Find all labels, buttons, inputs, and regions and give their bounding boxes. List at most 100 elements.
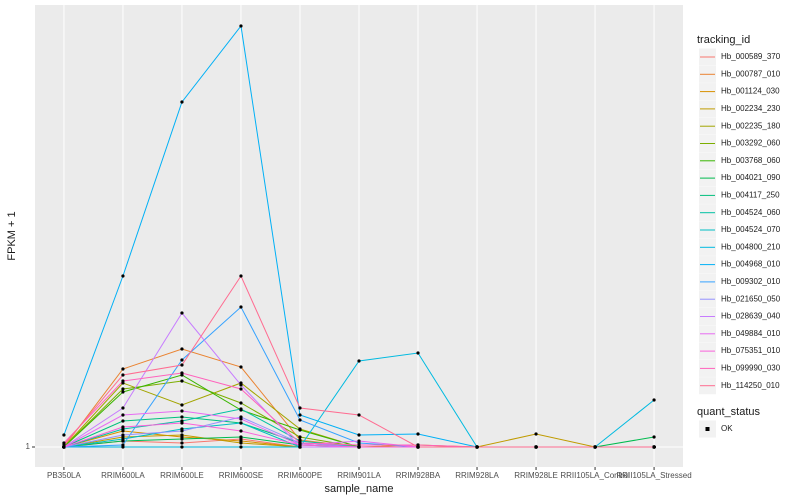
data-point (357, 439, 361, 443)
data-point (121, 406, 125, 410)
x-tick-label: RRIM600SE (219, 471, 263, 480)
y-axis-title: FPKM + 1 (6, 211, 18, 260)
legend-label: Hb_099990_030 (721, 364, 781, 373)
data-point (652, 398, 656, 402)
data-point (121, 379, 125, 383)
data-point (239, 305, 243, 309)
x-tick-label: PB350LA (47, 471, 81, 480)
data-point (180, 445, 184, 449)
legend-label: Hb_021650_050 (721, 294, 781, 303)
legend-label: OK (721, 424, 733, 433)
data-point (298, 435, 302, 439)
legend-label: Hb_003292_060 (721, 139, 781, 148)
data-point (121, 387, 125, 391)
data-point (298, 413, 302, 417)
data-point (298, 428, 302, 432)
data-point (121, 413, 125, 417)
legend-label: Hb_004800_210 (721, 242, 781, 251)
data-point (239, 387, 243, 391)
data-point (121, 274, 125, 278)
x-tick-label: RRII105LA_Control (560, 471, 630, 480)
x-tick-label: RRIM600LE (160, 471, 204, 480)
data-point (180, 363, 184, 367)
data-point (298, 418, 302, 422)
data-point (239, 445, 243, 449)
data-point (416, 351, 420, 355)
data-point (534, 432, 538, 436)
data-point (239, 417, 243, 421)
data-point (239, 365, 243, 369)
data-point (534, 445, 538, 449)
data-point (180, 347, 184, 351)
x-tick-label: RRII105LA_Stressed (616, 471, 691, 480)
data-point (180, 415, 184, 419)
data-point (180, 371, 184, 375)
legend-label: Hb_028639_040 (721, 312, 781, 321)
data-point (239, 401, 243, 405)
legend-label: Hb_004968_010 (721, 260, 781, 269)
data-point (239, 441, 243, 445)
legend-label: Hb_004524_070 (721, 225, 781, 234)
legend-label: Hb_009302_010 (721, 277, 781, 286)
legend-label: Hb_004524_060 (721, 208, 781, 217)
data-point (180, 403, 184, 407)
x-tick-label: RRIM901LA (337, 471, 381, 480)
legend-label: Hb_002235_180 (721, 121, 781, 130)
data-point (62, 443, 66, 447)
data-point (652, 445, 656, 449)
data-point (121, 373, 125, 377)
legend-label: Hb_001124_030 (721, 87, 780, 96)
data-point (239, 274, 243, 278)
legend-label: Hb_003768_060 (721, 156, 781, 165)
data-point (121, 419, 125, 423)
legend-label: Hb_004021_090 (721, 173, 781, 182)
data-point (180, 311, 184, 315)
data-point (357, 359, 361, 363)
data-point (180, 409, 184, 413)
data-point (121, 390, 125, 394)
legend-label: Hb_114250_010 (721, 381, 780, 390)
data-point (121, 425, 125, 429)
data-point (239, 407, 243, 411)
data-point (180, 441, 184, 445)
data-point (121, 433, 125, 437)
data-point (357, 443, 361, 447)
data-point (298, 406, 302, 410)
data-point (239, 383, 243, 387)
legend-label: Hb_004117_250 (721, 191, 780, 200)
legend-label: Hb_000787_010 (721, 69, 781, 78)
data-point (357, 413, 361, 417)
data-point (239, 429, 243, 433)
point-legend-title: quant_status (697, 406, 760, 418)
data-point (180, 421, 184, 425)
data-point (180, 358, 184, 362)
legend-label: Hb_002234_230 (721, 104, 781, 113)
x-tick-label: RRIM928BA (396, 471, 441, 480)
data-point (180, 429, 184, 433)
data-point (239, 421, 243, 425)
legend-label: Hb_000589_370 (721, 52, 781, 61)
data-point (239, 24, 243, 28)
x-axis-title: sample_name (324, 483, 393, 495)
data-point (298, 441, 302, 445)
data-point (416, 432, 420, 436)
legend-title: tracking_id (697, 34, 750, 46)
legend-label: Hb_075351_010 (721, 346, 781, 355)
data-point (121, 437, 125, 441)
data-point (652, 435, 656, 439)
data-point (121, 367, 125, 371)
x-tick-label: RRIM928LE (514, 471, 558, 480)
data-point (180, 437, 184, 441)
data-point (416, 445, 420, 449)
legend-point (705, 427, 710, 431)
data-point (357, 433, 361, 437)
data-point (62, 433, 66, 437)
data-point (180, 379, 184, 383)
data-point (180, 100, 184, 104)
x-tick-label: RRIM928LA (455, 471, 499, 480)
data-point (593, 445, 597, 449)
data-point (475, 445, 479, 449)
data-point (121, 443, 125, 447)
